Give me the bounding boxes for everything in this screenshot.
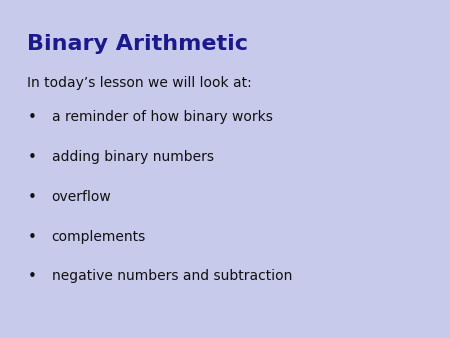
Text: adding binary numbers: adding binary numbers bbox=[52, 150, 214, 164]
Text: •: • bbox=[28, 230, 37, 244]
Text: overflow: overflow bbox=[52, 190, 112, 203]
Text: •: • bbox=[28, 150, 37, 165]
Text: complements: complements bbox=[52, 230, 146, 243]
Text: Binary Arithmetic: Binary Arithmetic bbox=[27, 34, 248, 54]
Text: a reminder of how binary works: a reminder of how binary works bbox=[52, 110, 273, 124]
Text: •: • bbox=[28, 190, 37, 204]
Text: •: • bbox=[28, 269, 37, 284]
Text: •: • bbox=[28, 110, 37, 125]
Text: In today’s lesson we will look at:: In today’s lesson we will look at: bbox=[27, 76, 252, 90]
Text: negative numbers and subtraction: negative numbers and subtraction bbox=[52, 269, 292, 283]
